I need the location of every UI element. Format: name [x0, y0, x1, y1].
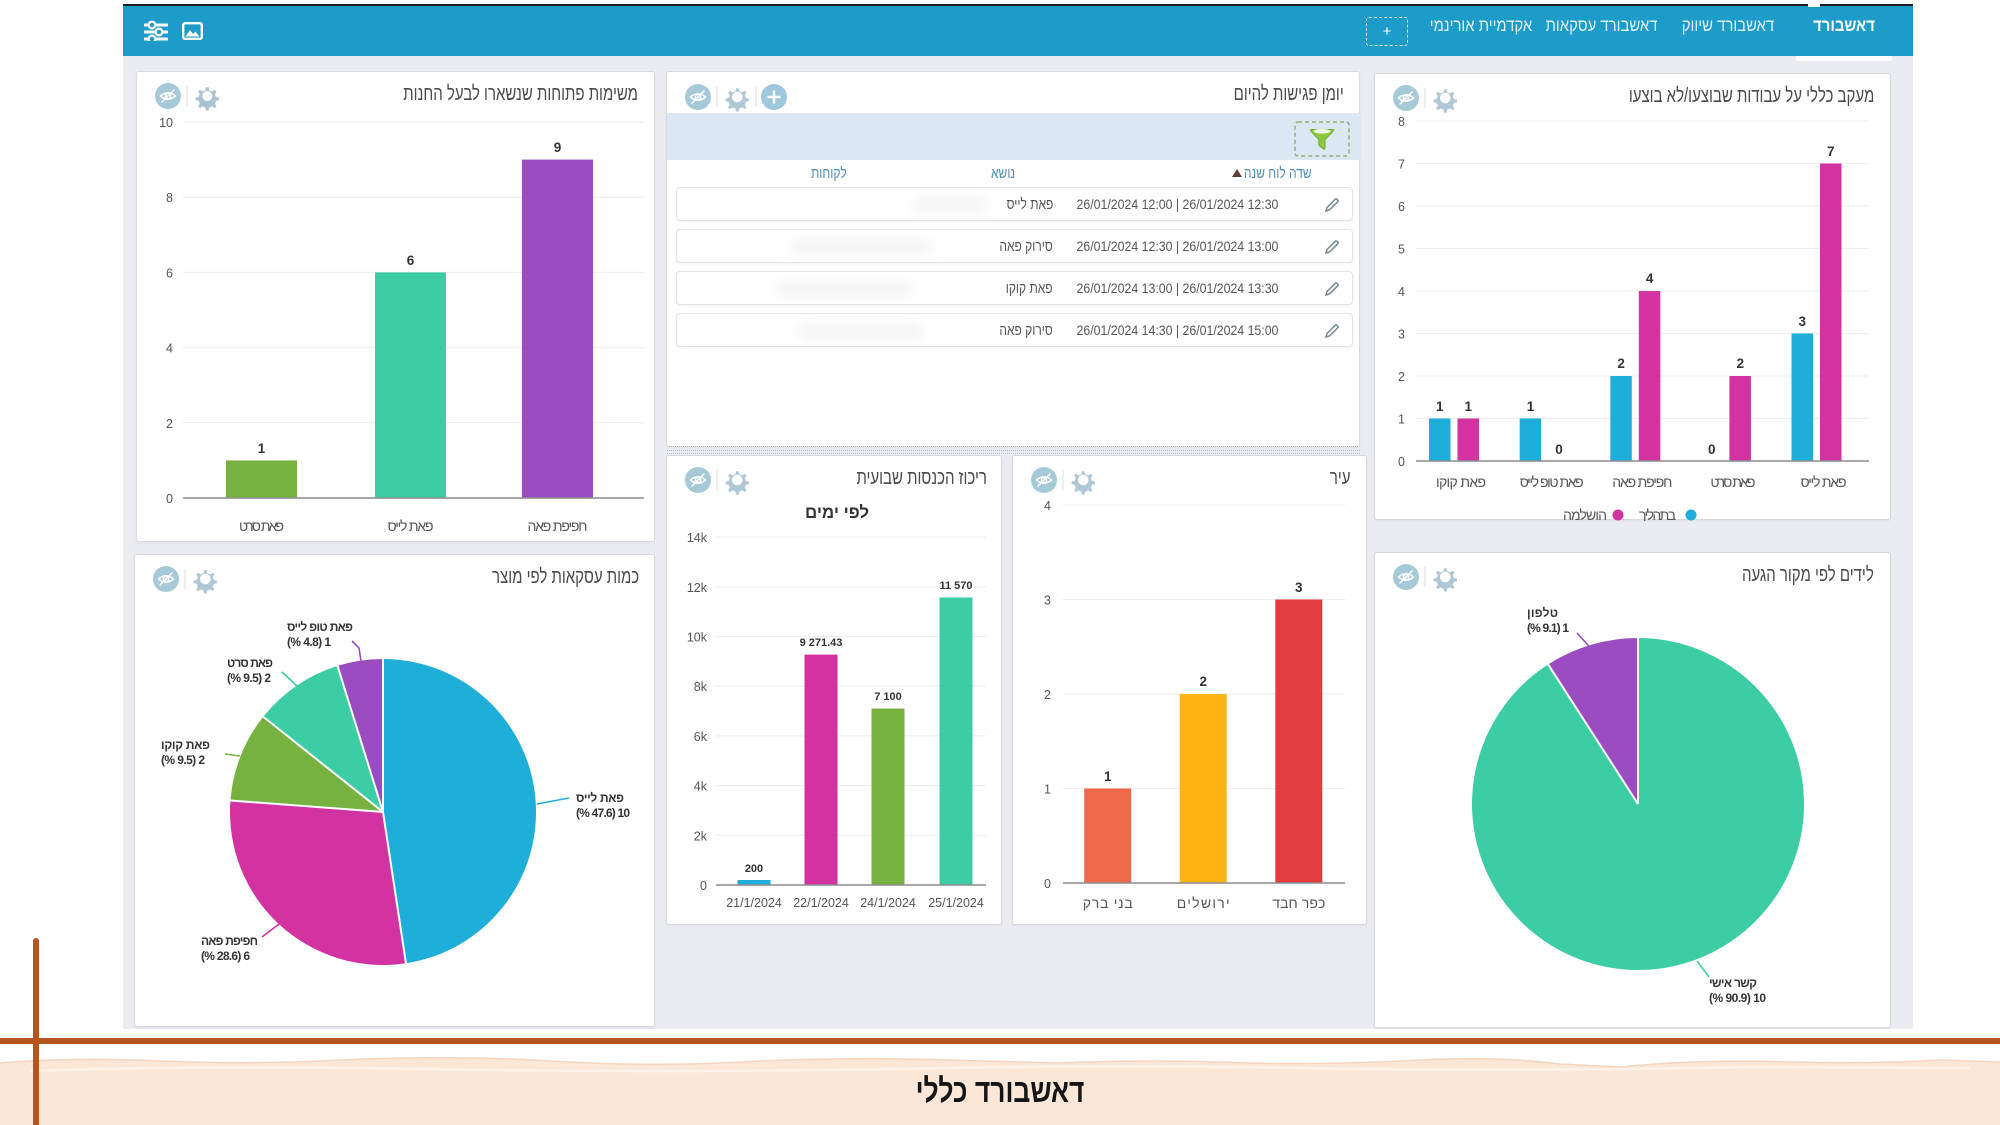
svg-text:חפיפת פאה: חפיפת פאה	[1612, 474, 1672, 490]
svg-text:(% 28.6) 6: (% 28.6) 6	[201, 949, 250, 963]
svg-text:(% 9.5) 2: (% 9.5) 2	[161, 753, 205, 767]
svg-text:פאת לייס: פאת לייס	[1801, 474, 1847, 490]
svg-text:2: 2	[1044, 688, 1051, 702]
svg-text:6k: 6k	[694, 730, 708, 744]
svg-text:1: 1	[1465, 399, 1473, 414]
svg-text:1: 1	[1398, 413, 1405, 427]
svg-text:טלפון: טלפון	[1527, 606, 1558, 620]
svg-text:4: 4	[166, 342, 173, 356]
svg-text:פאת סרט: פאת סרט	[239, 518, 284, 534]
svg-text:חפיפת פאה: חפיפת פאה	[201, 934, 258, 948]
svg-text:(% 9.5) 2: (% 9.5) 2	[227, 671, 271, 685]
svg-text:2: 2	[1617, 356, 1625, 371]
svg-text:24/1/2024: 24/1/2024	[860, 896, 916, 910]
svg-text:10: 10	[159, 116, 173, 130]
svg-text:10k: 10k	[687, 631, 708, 645]
svg-text:פאת קוקו: פאת קוקו	[1436, 474, 1486, 490]
svg-text:לפי ימים: לפי ימים	[805, 503, 869, 522]
svg-text:4k: 4k	[694, 780, 708, 794]
svg-text:הושלמה: הושלמה	[1563, 507, 1607, 521]
svg-text:4: 4	[1646, 271, 1654, 286]
svg-text:בני ברק: בני ברק	[1083, 895, 1133, 911]
svg-text:6: 6	[407, 253, 415, 268]
svg-text:(% 47.6) 10: (% 47.6) 10	[576, 806, 630, 820]
svg-text:0: 0	[166, 492, 173, 506]
svg-text:9: 9	[554, 140, 562, 155]
svg-text:3: 3	[1398, 328, 1405, 342]
svg-text:(% 9.1) 1: (% 9.1) 1	[1527, 621, 1569, 635]
svg-text:200: 200	[745, 863, 763, 875]
svg-text:11 570: 11 570	[939, 580, 972, 592]
svg-text:(% 4.8) 1: (% 4.8) 1	[287, 635, 331, 649]
svg-text:פאת טופ לייס: פאת טופ לייס	[287, 620, 353, 634]
svg-text:4: 4	[1398, 285, 1405, 299]
svg-text:פאת סרט: פאת סרט	[1710, 474, 1755, 490]
svg-text:3: 3	[1295, 580, 1303, 595]
svg-text:כפר חבד: כפר חבד	[1272, 895, 1325, 911]
svg-text:12k: 12k	[687, 581, 708, 595]
svg-text:8: 8	[1398, 115, 1405, 129]
svg-text:7 100: 7 100	[874, 691, 902, 703]
svg-text:(% 90.9) 10: (% 90.9) 10	[1709, 991, 1766, 1005]
svg-text:14k: 14k	[687, 531, 708, 545]
svg-text:25/1/2024: 25/1/2024	[928, 896, 984, 910]
svg-text:1: 1	[1436, 399, 1444, 414]
svg-text:0: 0	[700, 879, 707, 893]
svg-text:3: 3	[1044, 594, 1051, 608]
svg-text:פאת קוקו: פאת קוקו	[161, 738, 210, 752]
svg-text:ירושלים: ירושלים	[1177, 895, 1230, 911]
svg-text:0: 0	[1044, 877, 1051, 891]
svg-text:חפיפת פאה: חפיפת פאה	[528, 518, 588, 534]
svg-text:21/1/2024: 21/1/2024	[726, 896, 782, 910]
svg-text:פאת סרט: פאת סרט	[227, 656, 273, 670]
svg-text:9 271.43: 9 271.43	[800, 637, 843, 649]
svg-text:0: 0	[1708, 442, 1716, 457]
svg-text:7: 7	[1398, 158, 1405, 172]
svg-text:3: 3	[1799, 314, 1807, 329]
svg-text:2: 2	[166, 417, 173, 431]
svg-text:7: 7	[1827, 144, 1835, 159]
svg-text:5: 5	[1398, 243, 1405, 257]
svg-text:קשר אישי: קשר אישי	[1709, 976, 1757, 990]
svg-text:פאת לייס: פאת לייס	[388, 518, 434, 534]
svg-text:1: 1	[258, 441, 266, 456]
svg-text:8k: 8k	[694, 680, 708, 694]
svg-text:2: 2	[1199, 674, 1207, 689]
svg-text:6: 6	[166, 266, 173, 280]
svg-text:22/1/2024: 22/1/2024	[793, 896, 849, 910]
svg-text:2: 2	[1398, 370, 1405, 384]
svg-text:8: 8	[166, 191, 173, 205]
svg-text:פאת טופ לייס: פאת טופ לייס	[1520, 474, 1584, 490]
svg-text:1: 1	[1044, 783, 1051, 797]
svg-text:פאת לייס: פאת לייס	[576, 791, 624, 805]
svg-text:2: 2	[1736, 356, 1744, 371]
svg-text:6: 6	[1398, 200, 1405, 214]
svg-text:1: 1	[1104, 769, 1112, 784]
svg-text:1: 1	[1527, 399, 1535, 414]
svg-text:0: 0	[1398, 455, 1405, 469]
svg-text:0: 0	[1555, 442, 1563, 457]
svg-text:בתהליך: בתהליך	[1639, 507, 1676, 521]
svg-text:4: 4	[1044, 499, 1051, 513]
svg-text:2k: 2k	[694, 829, 708, 843]
